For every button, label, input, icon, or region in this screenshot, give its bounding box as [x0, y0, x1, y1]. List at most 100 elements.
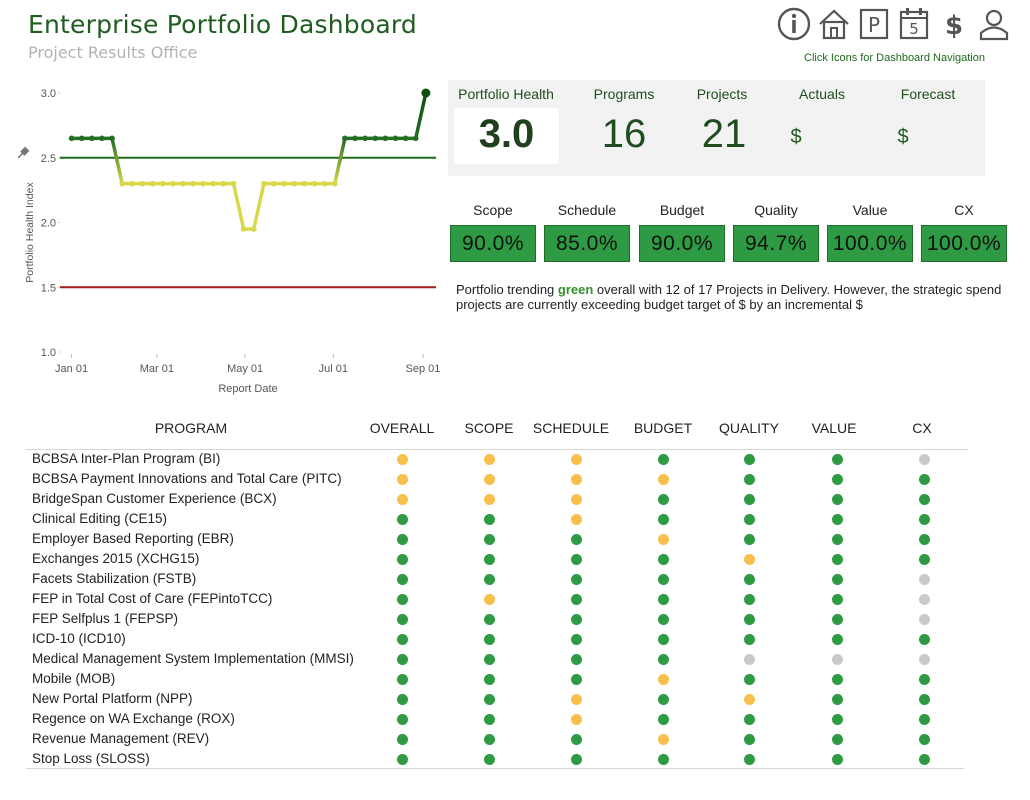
metric-label-value: Value: [852, 202, 888, 218]
table-row[interactable]: Stop Loss (SLOSS): [26, 750, 968, 770]
th-budget[interactable]: BUDGET: [633, 420, 693, 436]
status-dot-scope: [483, 594, 495, 605]
status-dot-overall: [396, 754, 408, 765]
table-row[interactable]: New Portal Platform (NPP): [26, 690, 968, 710]
kpi-value-projects: 21: [701, 112, 747, 156]
data-point: [240, 226, 247, 232]
metric-label-quality: Quality: [754, 202, 798, 218]
svg-text:P: P: [868, 13, 880, 37]
y-tick-label: 1.5: [41, 282, 56, 294]
status-dot-overall: [396, 594, 408, 605]
status-dot-scope: [483, 634, 495, 645]
th-overall[interactable]: OVERALL: [369, 420, 435, 436]
metric-label-schedule: Schedule: [557, 202, 617, 218]
table-bottom-divider: [26, 768, 964, 769]
chart-svg: 1.0 1.5 2.0 2.5 3.0 Jan 01 Mar 01 May 01 Jul 01 S…: [18, 88, 441, 395]
data-point: [271, 180, 277, 187]
status-dot-quality: [743, 454, 755, 465]
metric-box-budget[interactable]: 90.0%: [639, 225, 725, 262]
data-point: [342, 135, 348, 142]
th-quality[interactable]: QUALITY: [719, 420, 779, 436]
table-row[interactable]: BCBSA Inter-Plan Program (BI): [26, 450, 968, 470]
status-dot-quality: [743, 494, 755, 505]
home-icon[interactable]: [816, 6, 852, 42]
pin-icon: [18, 146, 30, 159]
status-dot-value: [831, 474, 843, 485]
status-dot-scope: [483, 554, 495, 565]
table-row[interactable]: FEP Selfplus 1 (FEPSP): [26, 610, 968, 630]
metric-box-quality[interactable]: 94.7%: [733, 225, 819, 262]
status-dot-scope: [483, 514, 495, 525]
status-dot-budget: [657, 474, 669, 485]
status-dot-budget: [657, 554, 669, 565]
page-title: Enterprise Portfolio Dashboard: [28, 10, 417, 39]
status-dot-schedule: [570, 474, 582, 485]
status-dot-cx: [918, 634, 930, 645]
status-dot-schedule: [570, 694, 582, 705]
data-point: [210, 180, 217, 187]
data-point: [421, 88, 431, 98]
status-dot-overall: [396, 694, 408, 705]
table-row[interactable]: Revenue Management (REV): [26, 730, 968, 750]
info-icon[interactable]: [776, 6, 812, 42]
status-dot-cx: [918, 514, 930, 525]
table-row[interactable]: Employer Based Reporting (EBR): [26, 530, 968, 550]
data-point: [190, 180, 196, 187]
data-point: [331, 180, 338, 187]
series-segment: [110, 136, 124, 186]
status-dot-schedule: [570, 674, 582, 685]
table-row[interactable]: Clinical Editing (CE15): [26, 510, 968, 530]
status-dot-cx: [918, 754, 930, 765]
svg-text:5: 5: [909, 20, 919, 38]
th-scope[interactable]: SCOPE: [464, 420, 514, 436]
metric-box-value[interactable]: 100.0%: [827, 225, 913, 262]
metric-box-scope[interactable]: 90.0%: [450, 225, 536, 262]
status-dot-quality: [743, 734, 755, 745]
metric-box-cx[interactable]: 100.0%: [921, 225, 1007, 262]
program-name: ICD-10 (ICD10): [32, 631, 126, 646]
table-row[interactable]: Medical Management System Implementation…: [26, 650, 968, 670]
table-row[interactable]: Facets Stabilization (FSTB): [26, 570, 968, 590]
data-point: [230, 180, 237, 187]
status-dot-quality: [743, 474, 755, 485]
table-row[interactable]: BridgeSpan Customer Experience (BCX): [26, 490, 968, 510]
x-axis-title: Report Date: [218, 383, 277, 395]
portfolio-health-box: 3.0: [454, 108, 559, 164]
status-dot-schedule: [570, 594, 582, 605]
status-dot-scope: [483, 614, 495, 625]
th-cx[interactable]: CX: [912, 420, 932, 436]
th-schedule[interactable]: SCHEDULE: [532, 420, 610, 436]
th-program[interactable]: PROGRAM: [154, 420, 228, 436]
status-dot-quality: [743, 674, 755, 685]
nav-icon-bar: P 5 $: [772, 6, 1012, 46]
metric-box-schedule[interactable]: 85.0%: [544, 225, 630, 262]
x-tick-label: Mar 01: [140, 363, 174, 375]
th-value[interactable]: VALUE: [811, 420, 857, 436]
status-dot-cx: [918, 594, 930, 605]
data-point: [180, 180, 186, 187]
user-icon[interactable]: [976, 6, 1012, 42]
data-point: [139, 180, 146, 187]
kpi-label-programs: Programs: [593, 86, 655, 102]
summary-post2: by an incremental $: [745, 297, 863, 312]
table-row[interactable]: Mobile (MOB): [26, 670, 968, 690]
table-row[interactable]: Regence on WA Exchange (ROX): [26, 710, 968, 730]
x-tick-label: Sep 01: [406, 363, 441, 375]
status-dot-budget: [657, 574, 669, 585]
portfolio-health-chart: 1.0 1.5 2.0 2.5 3.0 Jan 01 Mar 01 May 01 Jul 01 S…: [18, 80, 448, 400]
table-row[interactable]: FEP in Total Cost of Care (FEPintoTCC): [26, 590, 968, 610]
data-point: [402, 135, 409, 142]
program-name: Facets Stabilization (FSTB): [32, 571, 197, 586]
calendar-5-icon[interactable]: 5: [896, 6, 932, 42]
header-divider: [26, 449, 968, 450]
parking-p-icon[interactable]: P: [856, 6, 892, 42]
dollar-icon[interactable]: $: [936, 6, 972, 42]
program-name: Regence on WA Exchange (ROX): [32, 711, 235, 726]
status-dot-overall: [396, 654, 408, 665]
data-point: [89, 135, 95, 142]
status-dot-cx: [918, 554, 930, 565]
status-dot-scope: [483, 654, 495, 665]
table-row[interactable]: Exchanges 2015 (XCHG15): [26, 550, 968, 570]
table-row[interactable]: BCBSA Payment Innovations and Total Care…: [26, 470, 968, 490]
table-row[interactable]: ICD-10 (ICD10): [26, 630, 968, 650]
